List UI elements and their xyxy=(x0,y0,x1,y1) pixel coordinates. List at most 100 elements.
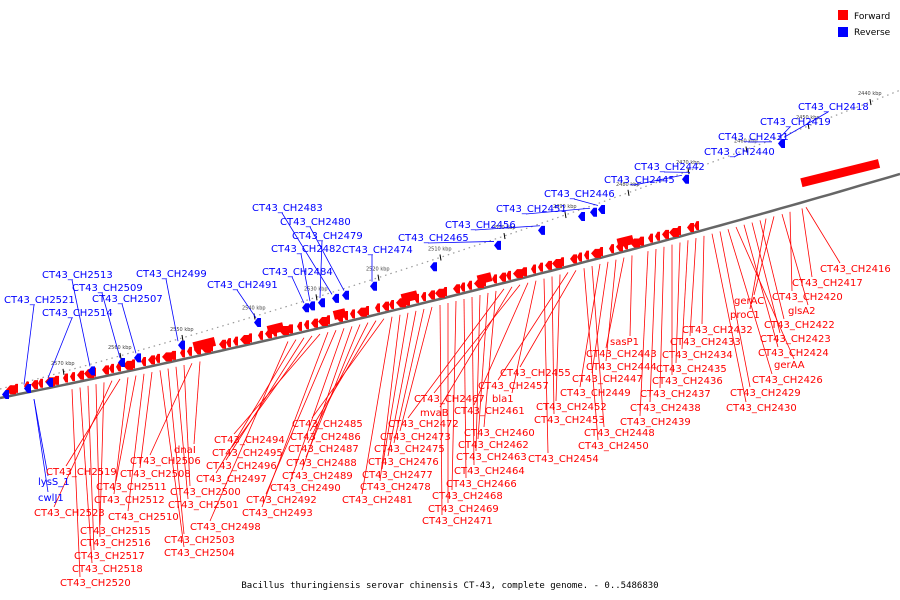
reverse-gene[interactable] xyxy=(318,298,325,308)
reverse-gene[interactable] xyxy=(442,286,447,296)
forward-gene-label[interactable]: CT43_CH2420 xyxy=(772,292,843,303)
forward-gene-label[interactable]: CT43_CH2464 xyxy=(454,466,525,477)
reverse-gene[interactable] xyxy=(52,375,59,385)
forward-gene-label[interactable]: CT43_CH2437 xyxy=(640,389,711,400)
reverse-gene-label[interactable]: CT43_CH2451 xyxy=(496,204,567,215)
reverse-gene[interactable] xyxy=(506,270,511,280)
reverse-gene[interactable] xyxy=(494,240,501,250)
forward-gene-label[interactable]: sasP1 xyxy=(610,337,639,348)
reverse-gene[interactable] xyxy=(304,320,309,330)
reverse-gene[interactable] xyxy=(598,246,603,256)
reverse-gene[interactable] xyxy=(155,353,160,363)
reverse-gene[interactable] xyxy=(308,301,315,311)
reverse-gene[interactable] xyxy=(13,383,18,393)
reverse-gene[interactable] xyxy=(453,284,460,294)
forward-gene-label[interactable]: CT43_CH2476 xyxy=(368,457,439,468)
reverse-gene[interactable] xyxy=(297,321,302,331)
forward-gene-label[interactable]: CT43_CH2512 xyxy=(94,495,165,506)
reverse-gene[interactable] xyxy=(38,378,43,388)
reverse-gene[interactable] xyxy=(676,226,681,236)
forward-gene-label[interactable]: proC1 xyxy=(730,310,760,321)
forward-gene-label[interactable]: gerAC xyxy=(734,296,764,307)
forward-gene-label[interactable]: CT43_CH2453 xyxy=(534,415,605,426)
forward-gene-label[interactable]: CT43_CH2494 xyxy=(214,435,285,446)
reverse-gene[interactable] xyxy=(63,373,68,383)
forward-gene-label[interactable]: CT43_CH2460 xyxy=(464,428,535,439)
forward-gene-label[interactable]: bla1 xyxy=(492,394,514,405)
reverse-gene[interactable] xyxy=(577,252,582,262)
forward-gene-label[interactable]: CT43_CH2432 xyxy=(682,325,753,336)
reverse-gene[interactable] xyxy=(682,174,689,184)
reverse-gene-label[interactable]: CT43_CH2445 xyxy=(604,175,675,186)
forward-gene-label[interactable]: CT43_CH2496 xyxy=(206,461,277,472)
reverse-gene[interactable] xyxy=(430,262,437,272)
reverse-gene-label[interactable]: CT43_CH2431 xyxy=(718,132,789,143)
forward-gene-label[interactable]: CT43_CH2430 xyxy=(726,403,797,414)
reverse-gene[interactable] xyxy=(342,290,349,300)
reverse-gene[interactable] xyxy=(109,363,114,373)
forward-gene-label[interactable]: CT43_CH2500 xyxy=(170,487,241,498)
reverse-gene-label[interactable]: CT43_CH2491 xyxy=(207,280,278,291)
forward-gene-label[interactable]: CT43_CH2516 xyxy=(80,538,151,549)
forward-gene-label[interactable]: dnaI xyxy=(174,445,196,456)
forward-gene-label[interactable]: CT43_CH2492 xyxy=(246,495,317,506)
forward-gene-label[interactable]: CT43_CH2438 xyxy=(630,403,701,414)
forward-gene-label[interactable]: CT43_CH2488 xyxy=(286,458,357,469)
reverse-gene[interactable] xyxy=(694,221,699,231)
forward-gene-label[interactable]: CT43_CH2449 xyxy=(560,388,631,399)
forward-gene[interactable] xyxy=(332,308,347,320)
forward-gene-label[interactable]: CT43_CH2485 xyxy=(292,419,363,430)
forward-gene-label[interactable]: CT43_CH2466 xyxy=(446,479,517,490)
reverse-gene[interactable] xyxy=(162,352,172,362)
reverse-gene[interactable] xyxy=(364,306,369,316)
reverse-gene[interactable] xyxy=(102,365,109,375)
forward-gene-label[interactable]: CT43_CH2416 xyxy=(820,264,891,275)
forward-gene[interactable] xyxy=(192,337,217,352)
reverse-gene[interactable] xyxy=(311,318,318,328)
forward-gene[interactable] xyxy=(266,322,285,335)
reverse-gene[interactable] xyxy=(187,346,192,356)
forward-gene-label[interactable]: CT43_CH2435 xyxy=(656,364,727,375)
reverse-gene[interactable] xyxy=(499,272,506,282)
reverse-gene[interactable] xyxy=(655,231,660,241)
reverse-gene-label[interactable]: lysS_1 xyxy=(38,477,70,488)
reverse-gene-label[interactable]: CT43_CH2484 xyxy=(262,267,333,278)
forward-gene-label[interactable]: CT43_CH2518 xyxy=(72,564,143,575)
reverse-gene[interactable] xyxy=(584,250,589,260)
reverse-gene[interactable] xyxy=(492,274,497,284)
reverse-gene[interactable] xyxy=(178,340,185,350)
forward-gene[interactable] xyxy=(800,159,881,188)
forward-gene-label[interactable]: CT43_CH2468 xyxy=(432,491,503,502)
forward-gene-label[interactable]: CT43_CH2450 xyxy=(578,441,649,452)
reverse-gene[interactable] xyxy=(148,355,155,365)
reverse-gene-label[interactable]: CT43_CH2513 xyxy=(42,270,113,281)
reverse-gene-label[interactable]: CT43_CH2419 xyxy=(760,117,831,128)
forward-gene-label[interactable]: CT43_CH2473 xyxy=(380,432,451,443)
forward-gene-label[interactable]: glsA2 xyxy=(788,306,816,317)
forward-gene-label[interactable]: CT43_CH2498 xyxy=(190,522,261,533)
forward-gene-label[interactable]: CT43_CH2481 xyxy=(342,495,413,506)
forward-gene-label[interactable]: CT43_CH2452 xyxy=(536,402,607,413)
reverse-gene[interactable] xyxy=(302,303,309,313)
reverse-gene[interactable] xyxy=(2,389,9,399)
forward-gene-label[interactable]: CT43_CH2463 xyxy=(456,452,527,463)
forward-gene-label[interactable]: CT43_CH2520 xyxy=(60,578,131,589)
forward-gene-label[interactable]: CT43_CH2417 xyxy=(792,278,863,289)
reverse-gene[interactable] xyxy=(350,309,355,319)
reverse-gene[interactable] xyxy=(570,254,577,264)
forward-gene-label[interactable]: CT43_CH2517 xyxy=(74,551,145,562)
reverse-gene[interactable] xyxy=(531,264,536,274)
reverse-gene-label[interactable]: CT43_CH2499 xyxy=(136,269,207,280)
forward-gene-label[interactable]: CT43_CH2457 xyxy=(478,381,549,392)
forward-gene-label[interactable]: CT43_CH2469 xyxy=(428,504,499,515)
forward-gene-label[interactable]: CT43_CH2519 xyxy=(46,467,117,478)
reverse-gene-label[interactable]: CT43_CH2442 xyxy=(634,162,705,173)
forward-gene-label[interactable]: mvaB xyxy=(420,408,449,419)
reverse-gene-label[interactable]: CT43_CH2514 xyxy=(42,308,113,319)
reverse-gene[interactable] xyxy=(134,353,141,363)
reverse-gene-label[interactable]: CT43_CH2418 xyxy=(798,102,869,113)
forward-gene[interactable] xyxy=(400,290,419,304)
reverse-gene[interactable] xyxy=(578,212,585,222)
reverse-gene[interactable] xyxy=(538,262,543,272)
reverse-gene[interactable] xyxy=(520,267,527,277)
